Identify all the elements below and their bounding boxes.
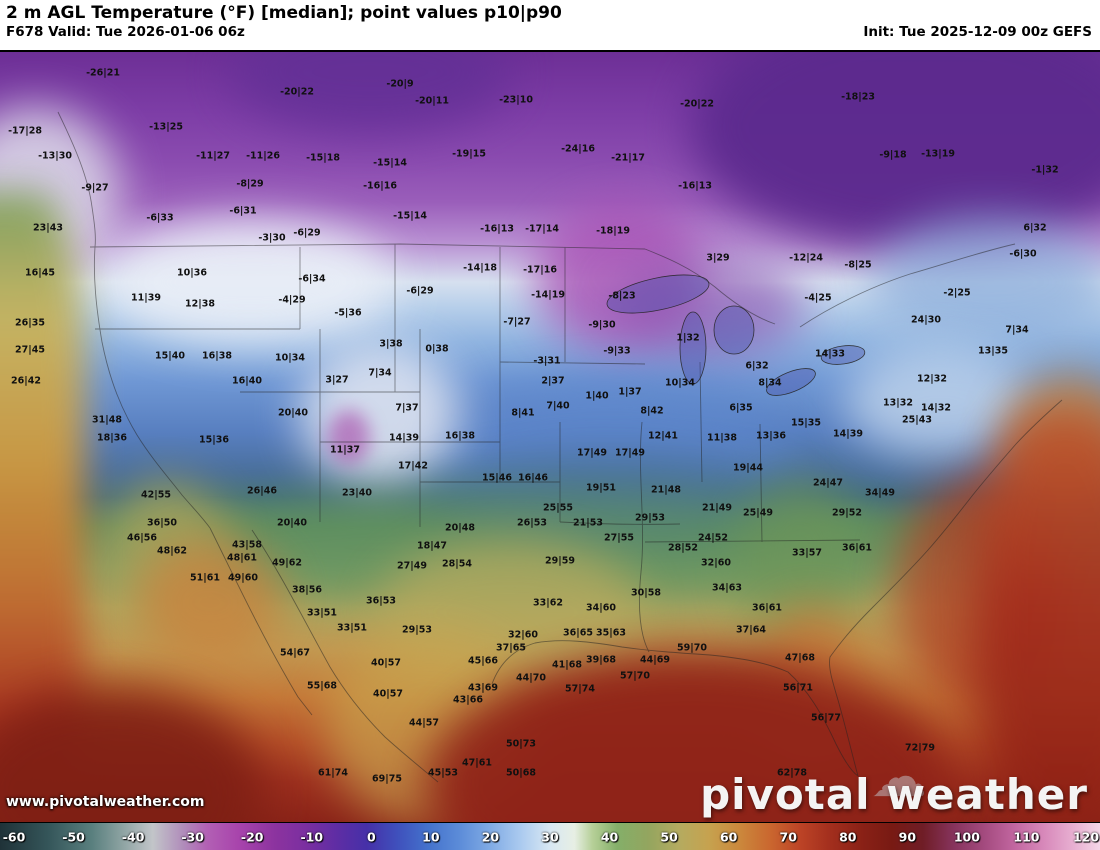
color-field-blob — [870, 217, 1100, 347]
colorbar-tick-label: 60 — [719, 829, 738, 844]
colorbar-ticks: -60 -50 -40 -30 -20 -10 0 10 20 30 40 50 60 70 80 90 100… — [0, 823, 1100, 850]
boundaries-overlay — [57, 111, 1063, 783]
state-border — [644, 539, 861, 543]
colorbar: -60 -50 -40 -30 -20 -10 0 10 20 30 40 50 60 70 80 90 100… — [0, 822, 1100, 850]
header-subrow: F678 Valid: Tue 2026-01-06 06z Init: Tue… — [0, 24, 1100, 40]
colorbar-tick-label: 120 — [1072, 829, 1100, 844]
coastline — [251, 529, 439, 783]
color-field-blob — [300, 342, 460, 487]
watermark-url: www.pivotalweather.com — [6, 794, 205, 810]
state-border — [499, 361, 646, 365]
colorbar-tick-label: -50 — [62, 829, 85, 844]
colorbar-tick-label: 110 — [1013, 829, 1040, 844]
colorbar-tick-label: 80 — [839, 829, 857, 844]
border-line — [799, 243, 1016, 328]
coastline — [57, 111, 211, 529]
colorbar-tick-label: 40 — [600, 829, 619, 844]
colorbar-tick-label: -60 — [2, 829, 26, 844]
lake-superior — [606, 274, 710, 314]
colorbar-gradient — [0, 823, 1100, 850]
color-field-blob — [845, 347, 1035, 457]
state-border — [759, 423, 763, 543]
border-line — [89, 243, 646, 250]
temperature-map — [0, 52, 1100, 822]
color-field-blob — [135, 540, 285, 665]
lake-ontario — [820, 345, 866, 365]
colorbar-tick-label: -40 — [121, 829, 145, 844]
brand-text: pivotal weather — [700, 770, 1088, 819]
state-border — [699, 361, 703, 483]
colorbar-tick-label: 100 — [953, 829, 980, 844]
valid-time-label: F678 Valid: Tue 2026-01-06 06z — [6, 24, 245, 40]
border-line — [644, 248, 776, 325]
coastline — [491, 399, 1063, 778]
color-field-blob — [328, 410, 370, 465]
colorbar-tick-label: -30 — [181, 829, 204, 844]
color-field-blob — [975, 407, 1100, 822]
color-field-blob — [615, 257, 805, 357]
colorbar-tick-label: 20 — [481, 829, 500, 844]
river-line — [639, 421, 650, 653]
header: 2 m AGL Temperature (°F) [median]; point… — [0, 0, 1100, 52]
lake-michigan — [679, 311, 707, 385]
colorbar-tick-label: 0 — [366, 829, 376, 844]
colorbar-tick-label: 50 — [660, 829, 678, 844]
state-border — [559, 521, 681, 525]
map-title: 2 m AGL Temperature (°F) [median]; point… — [6, 3, 562, 23]
coastline — [209, 527, 313, 716]
colorbar-tick-label: 70 — [779, 829, 797, 844]
color-field-blob — [105, 220, 395, 345]
colorbar-tick-label: 10 — [422, 829, 440, 844]
colorbar-tick-label: -10 — [300, 829, 324, 844]
lake-huron — [713, 305, 755, 355]
colorbar-tick-label: 90 — [898, 829, 917, 844]
lake-erie — [766, 368, 816, 396]
colorbar-tick-label: -20 — [240, 829, 264, 844]
brand-logo: ☁ pivotal weather — [700, 750, 1088, 816]
init-time-label: Init: Tue 2025-12-09 00z GEFS — [863, 24, 1092, 40]
colorbar-tick-label: 30 — [541, 829, 559, 844]
